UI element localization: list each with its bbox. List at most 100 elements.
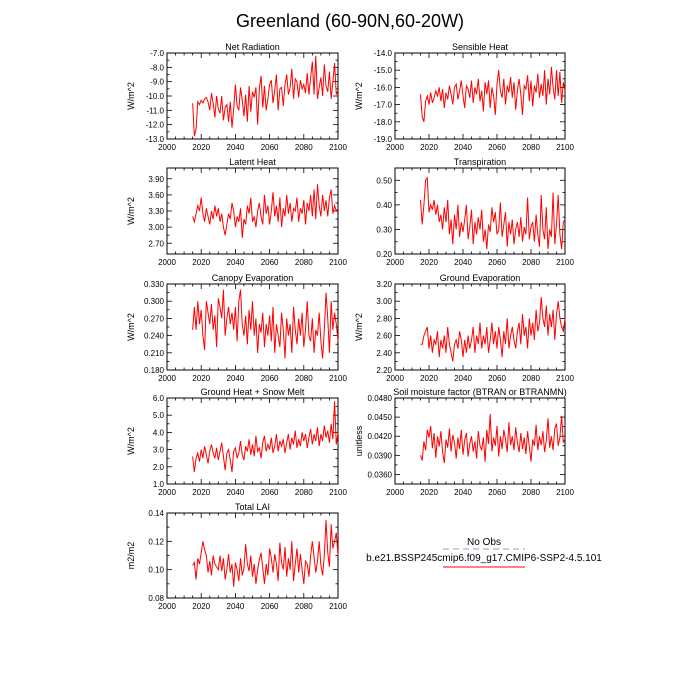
y-tick-label: 0.20 xyxy=(376,250,392,259)
panel-5: Canopy Evaporation 2000 2020 2040 2060 2080 21… xyxy=(126,273,347,383)
y-tick-label: 0.08 xyxy=(148,594,164,603)
y-tick-label: 2.60 xyxy=(376,332,392,341)
panel-title: Net Radiation xyxy=(225,42,280,52)
x-tick-label: 2020 xyxy=(192,602,210,611)
legend-obs-label: No Obs xyxy=(467,537,501,548)
y-tick-label: 4.0 xyxy=(153,428,165,437)
x-tick-label: 2100 xyxy=(556,374,574,383)
y-tick-label: 2.70 xyxy=(148,239,164,248)
series-line xyxy=(420,66,566,122)
x-tick-label: 2100 xyxy=(329,374,347,383)
panel-title: Ground Evaporation xyxy=(440,273,521,283)
y-tick-label: 6.0 xyxy=(153,394,165,403)
y-tick-label: -8.0 xyxy=(150,63,164,72)
y-tick-label: 0.50 xyxy=(376,176,392,185)
panel-3: Latent Heat 2000 2020 2040 2060 2080 2100 2.70 3… xyxy=(126,157,347,267)
y-tick-label: 0.270 xyxy=(144,314,165,323)
y-tick-label: -10.0 xyxy=(146,92,165,101)
y-tick-label: 3.60 xyxy=(148,191,164,200)
x-tick-label: 2080 xyxy=(295,374,313,383)
x-tick-label: 2000 xyxy=(158,488,176,497)
x-tick-label: 2000 xyxy=(386,374,404,383)
x-tick-label: 2100 xyxy=(556,258,574,267)
series-line xyxy=(420,296,566,362)
x-tick-label: 2100 xyxy=(329,488,347,497)
panel-title: Soil moisture factor (BTRAN or BTRANMN) xyxy=(393,387,567,397)
y-axis-label: W/m^2 xyxy=(126,427,136,455)
x-tick-label: 2060 xyxy=(261,488,279,497)
y-tick-label: 2.0 xyxy=(153,463,165,472)
panel-title: Latent Heat xyxy=(229,157,276,167)
x-tick-label: 2040 xyxy=(227,602,245,611)
x-tick-label: 2020 xyxy=(420,374,438,383)
y-tick-label: -18.0 xyxy=(374,118,393,127)
y-axis-label: W/m^2 xyxy=(354,82,364,110)
y-tick-label: -12.0 xyxy=(146,121,165,130)
y-tick-label: 0.0420 xyxy=(368,432,393,441)
y-tick-label: 3.30 xyxy=(148,207,164,216)
y-tick-label: 3.00 xyxy=(376,297,392,306)
x-tick-label: 2000 xyxy=(158,602,176,611)
y-tick-label: 0.0450 xyxy=(368,413,393,422)
y-tick-label: 1.0 xyxy=(153,480,165,489)
panel-4: Transpiration 2000 2020 2040 2060 2080 2100 0.2… xyxy=(376,157,574,267)
series-line xyxy=(420,176,566,250)
x-tick-label: 2000 xyxy=(386,488,404,497)
panel-title: Canopy Evaporation xyxy=(212,273,294,283)
panel-title: Total LAI xyxy=(235,502,270,512)
x-tick-label: 2020 xyxy=(192,374,210,383)
x-tick-label: 2000 xyxy=(158,374,176,383)
y-tick-label: -17.0 xyxy=(374,101,393,110)
y-tick-label: 3.00 xyxy=(148,223,164,232)
y-axis-label: W/m^2 xyxy=(354,313,364,341)
figure-title: Greenland (60-90N,60-20W) xyxy=(236,11,464,31)
x-tick-label: 2020 xyxy=(420,258,438,267)
y-axis-label: W/m^2 xyxy=(126,313,136,341)
y-axis-label: W/m^2 xyxy=(126,82,136,110)
x-tick-label: 2080 xyxy=(295,258,313,267)
x-tick-label: 2100 xyxy=(556,143,574,152)
series-line xyxy=(192,289,339,359)
series-line xyxy=(420,413,566,464)
y-tick-label: 2.40 xyxy=(376,349,392,358)
x-tick-label: 2060 xyxy=(261,374,279,383)
y-tick-label: 0.180 xyxy=(144,366,165,375)
legend: No Obs b.e21.BSSP245cmip6.f09_g17.CMIP6-… xyxy=(366,537,602,568)
panel-1: Net Radiation 2000 2020 2040 2060 2080 2100 -13… xyxy=(126,42,347,152)
panel-2: Sensible Heat 2000 2020 2040 2060 2080 2100 -19… xyxy=(354,42,574,152)
x-tick-label: 2000 xyxy=(386,143,404,152)
x-tick-label: 2040 xyxy=(227,143,245,152)
x-tick-label: 2080 xyxy=(522,488,540,497)
x-tick-label: 2060 xyxy=(261,602,279,611)
y-tick-label: 0.240 xyxy=(144,332,165,341)
y-axis-label: W/m^2 xyxy=(126,197,136,225)
y-tick-label: 0.0360 xyxy=(368,470,393,479)
panel-7: Ground Heat + Snow Melt 2000 2020 2040 2060 2… xyxy=(126,387,347,497)
x-tick-label: 2100 xyxy=(556,488,574,497)
series-line xyxy=(192,401,339,473)
x-tick-label: 2000 xyxy=(158,143,176,152)
y-tick-label: 2.80 xyxy=(376,314,392,323)
x-tick-label: 2040 xyxy=(454,488,472,497)
y-tick-label: 0.0480 xyxy=(368,394,393,403)
x-tick-label: 2060 xyxy=(488,258,506,267)
x-tick-label: 2040 xyxy=(227,488,245,497)
y-tick-label: -15.0 xyxy=(374,66,393,75)
x-tick-label: 2040 xyxy=(227,374,245,383)
x-tick-label: 2020 xyxy=(192,143,210,152)
y-tick-label: 0.14 xyxy=(148,509,164,518)
x-tick-label: 2020 xyxy=(420,143,438,152)
y-tick-label: 0.330 xyxy=(144,280,165,289)
y-tick-label: 5.0 xyxy=(153,411,165,420)
y-tick-label: 2.20 xyxy=(376,366,392,375)
panel-8: Soil moisture factor (BTRAN or BTRANMN) 2… xyxy=(354,387,574,497)
x-tick-label: 2080 xyxy=(295,488,313,497)
y-tick-label: -14.0 xyxy=(374,49,393,58)
x-tick-label: 2060 xyxy=(488,488,506,497)
x-tick-label: 2080 xyxy=(522,143,540,152)
y-axis-label: m2/m2 xyxy=(126,542,136,570)
y-tick-label: -13.0 xyxy=(146,135,165,144)
x-tick-label: 2080 xyxy=(295,602,313,611)
y-tick-label: 3.20 xyxy=(376,280,392,289)
